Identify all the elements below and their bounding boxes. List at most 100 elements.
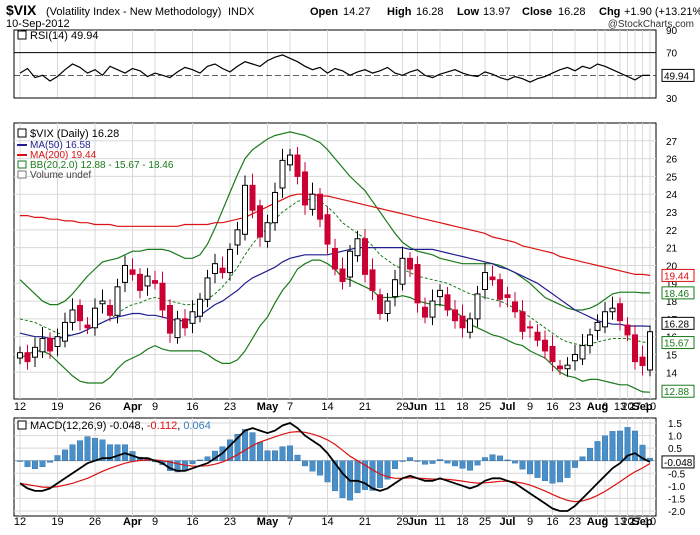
macd-tick-label: 0.5 [668,444,682,455]
price-x-tick-label: 19 [51,401,63,413]
macd-histogram-bar [272,450,279,461]
candle-down [504,294,511,299]
macd-histogram-bar [204,456,211,461]
macd-x-tick-label: Jul [500,516,516,528]
low-label: Low [457,6,479,18]
candle-up [437,289,443,298]
candle-down [617,303,623,322]
macd-last-tag: -0.048 [661,455,695,469]
macd-x-tick-label: 10 [644,516,656,528]
price-tick-label: 21 [666,244,678,255]
macd-legend-swatch [17,420,27,430]
macd-x-tick-label: 11 [434,516,445,528]
macd-histogram-bar [542,460,549,482]
price-x-tick-label: 7 [287,401,293,413]
price-tick-label: 18 [666,297,678,308]
candle-down [459,315,466,329]
volume-legend-swatch [17,170,27,179]
macd-histogram-bar [17,460,24,462]
candle-down [159,282,166,311]
macd-histogram-bar [317,460,324,476]
candle-up [482,272,488,290]
candle-up [32,346,38,358]
macd-x-tick-label: 12 [14,516,26,528]
macd-x-tick-label: 16 [546,516,558,528]
candle-down [407,257,413,270]
close-last-tag-text: 16.28 [664,319,689,330]
candle-up [189,311,196,324]
price-x-tick-label: 20 [621,401,633,413]
candle-up [114,286,121,316]
macd-histogram-bar [549,460,556,484]
chg-value: +1.90 (+13.21%) [624,6,700,18]
candle-down [557,365,563,370]
macd-histogram-bar [519,460,526,470]
macd-histogram-bar [369,460,376,491]
macd-histogram-bar [392,460,399,469]
candle-up [264,222,271,242]
close-last-tag: 16.28 [661,316,695,330]
price-x-tick-label: 18 [456,401,468,413]
macd-last-tag-box [661,455,695,469]
candle-up [429,300,436,318]
candle-down [542,339,548,352]
macd-histogram-bar [474,460,481,466]
price-x-tick-label: 10 [644,401,656,413]
macd-x-tick-label: 26 [89,516,101,528]
candle-down [317,193,323,220]
macd-x-tick-label: May [257,516,279,528]
open-value: 14.27 [343,6,371,18]
ma200-legend-text: MA(200) 19.44 [30,150,97,161]
macd-histogram-bar [639,444,646,461]
x-axis-labels: 12 19 26 Apr 9 16 23 May 7 14 21 29 Jun 11 18 25 Jul 9 16 2… [14,401,656,528]
macd-histogram-bar [362,460,369,490]
macd-x-tick-label: 20 [621,516,633,528]
macd-histogram-bar [54,455,61,461]
candle-down [182,318,188,329]
macd-histogram-bar [647,457,654,461]
candles-group [17,147,653,377]
chg-label: Chg [599,6,620,18]
candle-down [422,306,428,318]
candle-up [347,250,353,278]
price-tick-label: 15 [666,350,678,361]
macd-histogram-bar [534,460,541,478]
macd-histogram-bar [279,446,286,461]
candle-up [197,298,203,317]
macd-histogram-bar [489,454,496,461]
macd-histogram-bar [257,442,264,461]
bb-mid-last-tag: 15.67 [661,336,695,350]
rsi-tick-label: 70 [666,49,678,60]
candle-up [609,307,616,313]
candle-up [564,364,571,370]
rsi-panel-frame [13,29,657,99]
rsi-last-tag-box [661,68,695,82]
price-x-tick-label: 16 [186,401,198,413]
price-x-tick-label: Sep [632,401,652,413]
macd-x-tick-label: Apr [123,516,143,528]
macd-histogram-bar [452,460,459,467]
candle-up [474,293,481,320]
macd-histogram-bar [497,455,504,461]
price-legend: $VIX (Daily) 16.28 MA(50) 16.58 MA(200) … [17,128,174,181]
macd-legend: MACD(12,26,9) -0.048, -0.112, 0.064 [17,420,211,432]
open-label: Open [310,6,338,18]
price-x-tick-label: 16 [546,401,558,413]
rsi-tick-label: 30 [666,94,678,105]
price-x-tick-label: Jul [500,401,516,413]
price-x-tick-label: 25 [479,401,491,413]
macd-x-tick-label: 23 [224,516,236,528]
grid-lines [19,30,651,516]
candle-up [92,307,98,329]
rsi-panel: 30507090 [14,26,678,105]
bb-lower-last-tag-text: 12.88 [664,387,689,398]
macd-histogram-bar [399,460,406,462]
candle-down [332,248,338,270]
candle-up [17,352,23,359]
macd-histogram-bar [414,460,421,462]
ma200-last-tag: 19.44 [661,268,695,282]
macd-histogram-bar [91,438,98,461]
macd-histogram-bar [241,429,248,461]
candle-down [219,267,226,274]
